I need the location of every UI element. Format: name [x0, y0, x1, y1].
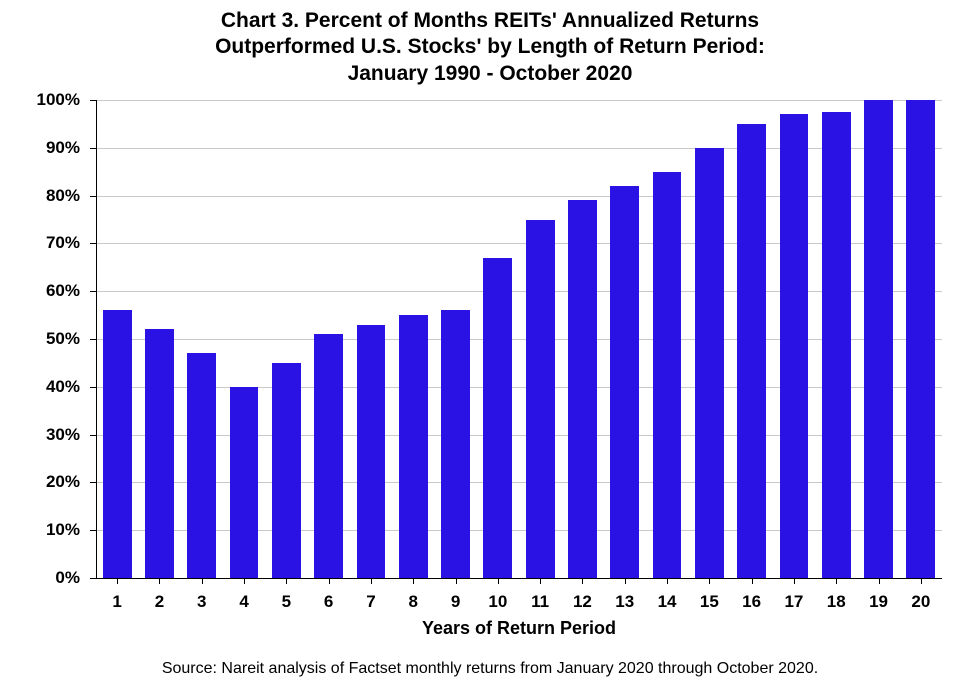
y-tick-label: 0% [55, 568, 80, 588]
x-tick-label: 12 [573, 592, 592, 612]
chart-container: Chart 3. Percent of Months REITs' Annual… [0, 0, 980, 692]
x-tick-label: 14 [658, 592, 677, 612]
x-tick-mark [752, 578, 753, 584]
x-axis-line [96, 578, 942, 579]
x-tick-label: 7 [366, 592, 375, 612]
bar [864, 100, 893, 578]
bar [103, 310, 132, 578]
x-tick-mark [117, 578, 118, 584]
bar [822, 112, 851, 578]
chart-title-line: Outperformed U.S. Stocks' by Length of R… [0, 34, 980, 60]
x-tick-label: 20 [911, 592, 930, 612]
gridline [96, 243, 942, 244]
x-tick-mark [879, 578, 880, 584]
x-tick-label: 18 [827, 592, 846, 612]
x-tick-mark [667, 578, 668, 584]
x-tick-label: 17 [784, 592, 803, 612]
chart-title: Chart 3. Percent of Months REITs' Annual… [0, 8, 980, 87]
bar [145, 329, 174, 578]
bar [906, 100, 935, 578]
y-tick-label: 70% [46, 233, 80, 253]
y-tick-label: 30% [46, 425, 80, 445]
y-tick-label: 60% [46, 281, 80, 301]
gridline [96, 530, 942, 531]
bar [526, 220, 555, 579]
y-tick-label: 20% [46, 472, 80, 492]
bar [187, 353, 216, 578]
chart-title-line: January 1990 - October 2020 [0, 61, 980, 87]
x-tick-mark [582, 578, 583, 584]
bar [357, 325, 386, 578]
x-tick-label: 8 [409, 592, 418, 612]
x-tick-mark [540, 578, 541, 584]
x-axis-title: Years of Return Period [96, 618, 942, 639]
gridline [96, 148, 942, 149]
gridline [96, 339, 942, 340]
x-tick-mark [625, 578, 626, 584]
y-tick-label: 100% [37, 90, 80, 110]
x-tick-label: 4 [239, 592, 248, 612]
bar [441, 310, 470, 578]
y-axis-line [96, 100, 97, 578]
gridline [96, 435, 942, 436]
y-tick-label: 10% [46, 520, 80, 540]
x-tick-mark [202, 578, 203, 584]
gridline [96, 387, 942, 388]
bar [695, 148, 724, 578]
bar [610, 186, 639, 578]
x-tick-label: 5 [282, 592, 291, 612]
x-tick-mark [159, 578, 160, 584]
x-tick-mark [371, 578, 372, 584]
x-tick-label: 15 [700, 592, 719, 612]
bar [314, 334, 343, 578]
bar [780, 114, 809, 578]
plot-area: 0%10%20%30%40%50%60%70%80%90%100%1234567… [96, 100, 942, 578]
y-tick-label: 80% [46, 186, 80, 206]
gridline [96, 482, 942, 483]
y-tick-label: 40% [46, 377, 80, 397]
x-tick-label: 13 [615, 592, 634, 612]
x-tick-label: 19 [869, 592, 888, 612]
x-tick-mark [921, 578, 922, 584]
bar [399, 315, 428, 578]
source-note: Source: Nareit analysis of Factset month… [0, 660, 980, 678]
x-tick-mark [836, 578, 837, 584]
gridline [96, 291, 942, 292]
x-tick-mark [498, 578, 499, 584]
bar [568, 200, 597, 578]
bar [737, 124, 766, 578]
x-tick-mark [413, 578, 414, 584]
y-tick-label: 50% [46, 329, 80, 349]
bar [483, 258, 512, 578]
x-tick-label: 16 [742, 592, 761, 612]
x-tick-label: 2 [155, 592, 164, 612]
bar [230, 387, 259, 578]
x-tick-label: 1 [112, 592, 121, 612]
chart-title-line: Chart 3. Percent of Months REITs' Annual… [0, 8, 980, 34]
bar [653, 172, 682, 578]
x-tick-label: 9 [451, 592, 460, 612]
gridline [96, 100, 942, 101]
x-tick-mark [794, 578, 795, 584]
x-tick-label: 6 [324, 592, 333, 612]
x-tick-label: 3 [197, 592, 206, 612]
y-tick-label: 90% [46, 138, 80, 158]
x-tick-mark [244, 578, 245, 584]
x-tick-mark [286, 578, 287, 584]
x-tick-mark [709, 578, 710, 584]
gridline [96, 196, 942, 197]
x-tick-label: 10 [488, 592, 507, 612]
x-tick-label: 11 [531, 592, 549, 612]
x-tick-mark [329, 578, 330, 584]
bar [272, 363, 301, 578]
x-tick-mark [456, 578, 457, 584]
